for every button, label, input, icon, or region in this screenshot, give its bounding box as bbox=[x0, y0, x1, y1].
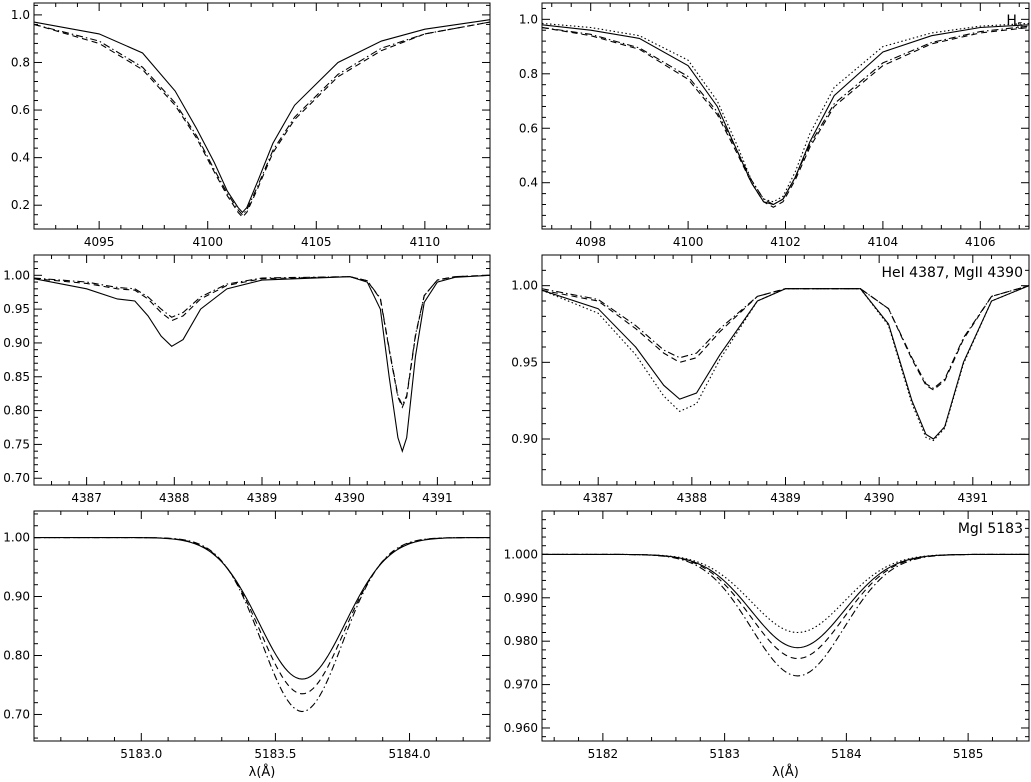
x-tick-label: 4095 bbox=[84, 235, 115, 249]
series-line-dashed bbox=[542, 26, 1029, 208]
x-tick-label: 4390 bbox=[334, 491, 365, 505]
x-tick-label: 4389 bbox=[247, 491, 278, 505]
series-line-dotted bbox=[542, 553, 1029, 634]
x-tick-label: 5183.0 bbox=[120, 747, 162, 761]
y-tick-label: 0.8 bbox=[11, 55, 30, 69]
chart-panel-bottom-right: 5182 5183 5184 5185 0.960 0.970 0.980 0.990 1.00… bbox=[504, 510, 1030, 780]
x-tick-label: 4104 bbox=[868, 235, 899, 249]
y-tick-label: 1.00 bbox=[3, 531, 30, 545]
x-tick-label: 5184 bbox=[831, 747, 862, 761]
x-tick-label: 4102 bbox=[770, 235, 801, 249]
panel-title: HeI 4387, MgII 4390 bbox=[881, 265, 1023, 281]
y-tick-label: 0.2 bbox=[11, 198, 30, 212]
series-line-solid bbox=[542, 24, 1029, 206]
x-tick-label: 4388 bbox=[677, 491, 708, 505]
y-tick-label: 0.8 bbox=[519, 67, 538, 81]
series-line-solid bbox=[542, 553, 1029, 649]
x-axis-label: λ(Å) bbox=[772, 764, 799, 780]
x-tick-label: 5182 bbox=[588, 747, 619, 761]
series-line-solid bbox=[34, 536, 490, 680]
chart-panel-bottom-left: 5183.0 5183.5 5184.0 0.70 0.80 0.90 1.00 λ(Å) bbox=[3, 510, 491, 780]
y-tick-label: 0.990 bbox=[504, 591, 538, 605]
x-tick-label: 4106 bbox=[965, 235, 996, 249]
plot-frame bbox=[541, 510, 1030, 742]
plot-frame bbox=[541, 254, 1030, 486]
y-tick-label: 0.90 bbox=[3, 590, 30, 604]
plot-frame bbox=[33, 510, 491, 742]
y-tick-label: 0.6 bbox=[519, 121, 538, 135]
x-tick-label: 4100 bbox=[192, 235, 223, 249]
y-tick-label: 0.90 bbox=[511, 432, 538, 446]
y-tick-label: 0.960 bbox=[504, 721, 538, 735]
x-tick-label: 4100 bbox=[673, 235, 704, 249]
series-line-dashed bbox=[34, 274, 490, 409]
x-tick-label: 4110 bbox=[410, 235, 441, 249]
x-tick-label: 5185 bbox=[953, 747, 984, 761]
chart-panel-middle-right: 4387 4388 4389 4390 4391 0.90 0.95 1.00 HeI 4387… bbox=[511, 254, 1030, 505]
y-tick-label: 1.00 bbox=[3, 268, 30, 282]
x-tick-label: 4387 bbox=[583, 491, 614, 505]
x-tick-label: 5183 bbox=[709, 747, 740, 761]
y-tick-label: 0.980 bbox=[504, 634, 538, 648]
y-tick-label: 1.000 bbox=[504, 547, 538, 561]
x-tick-label: 4391 bbox=[958, 491, 989, 505]
y-tick-label: 0.6 bbox=[11, 103, 30, 117]
series-line-dotted bbox=[542, 285, 1029, 442]
plot-frame bbox=[33, 254, 491, 486]
plot-frame bbox=[33, 2, 491, 230]
x-tick-label: 4105 bbox=[301, 235, 332, 249]
series-line-solid bbox=[542, 285, 1029, 440]
y-tick-label: 0.90 bbox=[3, 336, 30, 350]
series-line-dashdot bbox=[34, 274, 490, 407]
series-line-dashdot bbox=[542, 25, 1029, 206]
series-line-dashdot bbox=[34, 536, 490, 713]
y-tick-label: 0.95 bbox=[3, 302, 30, 316]
x-tick-label: 4389 bbox=[770, 491, 801, 505]
y-tick-label: 1.0 bbox=[519, 12, 538, 26]
x-tick-label: 5184.0 bbox=[389, 747, 431, 761]
series-line-solid bbox=[34, 19, 490, 214]
y-tick-label: 0.80 bbox=[3, 404, 30, 418]
y-tick-label: 0.4 bbox=[11, 151, 30, 165]
y-tick-label: 0.70 bbox=[3, 471, 30, 485]
x-tick-label: 4390 bbox=[864, 491, 895, 505]
series-line-dotted bbox=[542, 22, 1029, 203]
y-tick-label: 0.75 bbox=[3, 437, 30, 451]
x-axis-label: λ(Å) bbox=[249, 764, 276, 780]
x-tick-label: 4387 bbox=[71, 491, 102, 505]
y-tick-label: 0.85 bbox=[3, 370, 30, 384]
series-line-dashed bbox=[542, 285, 1029, 391]
series-line-dashdot bbox=[542, 285, 1029, 390]
series-line-dashdot bbox=[34, 21, 490, 216]
x-tick-label: 4098 bbox=[575, 235, 606, 249]
series-line-solid bbox=[34, 274, 490, 453]
y-tick-label: 0.95 bbox=[511, 355, 538, 369]
y-tick-label: 0.70 bbox=[3, 707, 30, 721]
series-line-dashed bbox=[34, 21, 490, 218]
chart-panel-top-left: 4095 4100 4105 4110 0.2 0.4 0.6 0.8 1.0 bbox=[11, 2, 491, 249]
y-tick-label: 0.4 bbox=[519, 176, 538, 190]
panel-title-subscript: δ bbox=[1017, 21, 1023, 32]
chart-panel-middle-left: 4387 4388 4389 4390 4391 0.70 0.75 0.80 0.85 0.90… bbox=[3, 254, 491, 505]
y-tick-label: 1.00 bbox=[511, 279, 538, 293]
x-tick-label: 5183.5 bbox=[254, 747, 296, 761]
series-line-dashed bbox=[34, 536, 490, 695]
x-tick-label: 4391 bbox=[422, 491, 453, 505]
x-tick-label: 4388 bbox=[159, 491, 190, 505]
series-line-dashdot bbox=[542, 553, 1029, 677]
series-line-dashed bbox=[542, 553, 1029, 660]
y-tick-label: 0.80 bbox=[3, 648, 30, 662]
y-tick-label: 0.970 bbox=[504, 678, 538, 692]
y-tick-label: 1.0 bbox=[11, 8, 30, 22]
panel-title: MgI 5183 bbox=[958, 521, 1023, 537]
